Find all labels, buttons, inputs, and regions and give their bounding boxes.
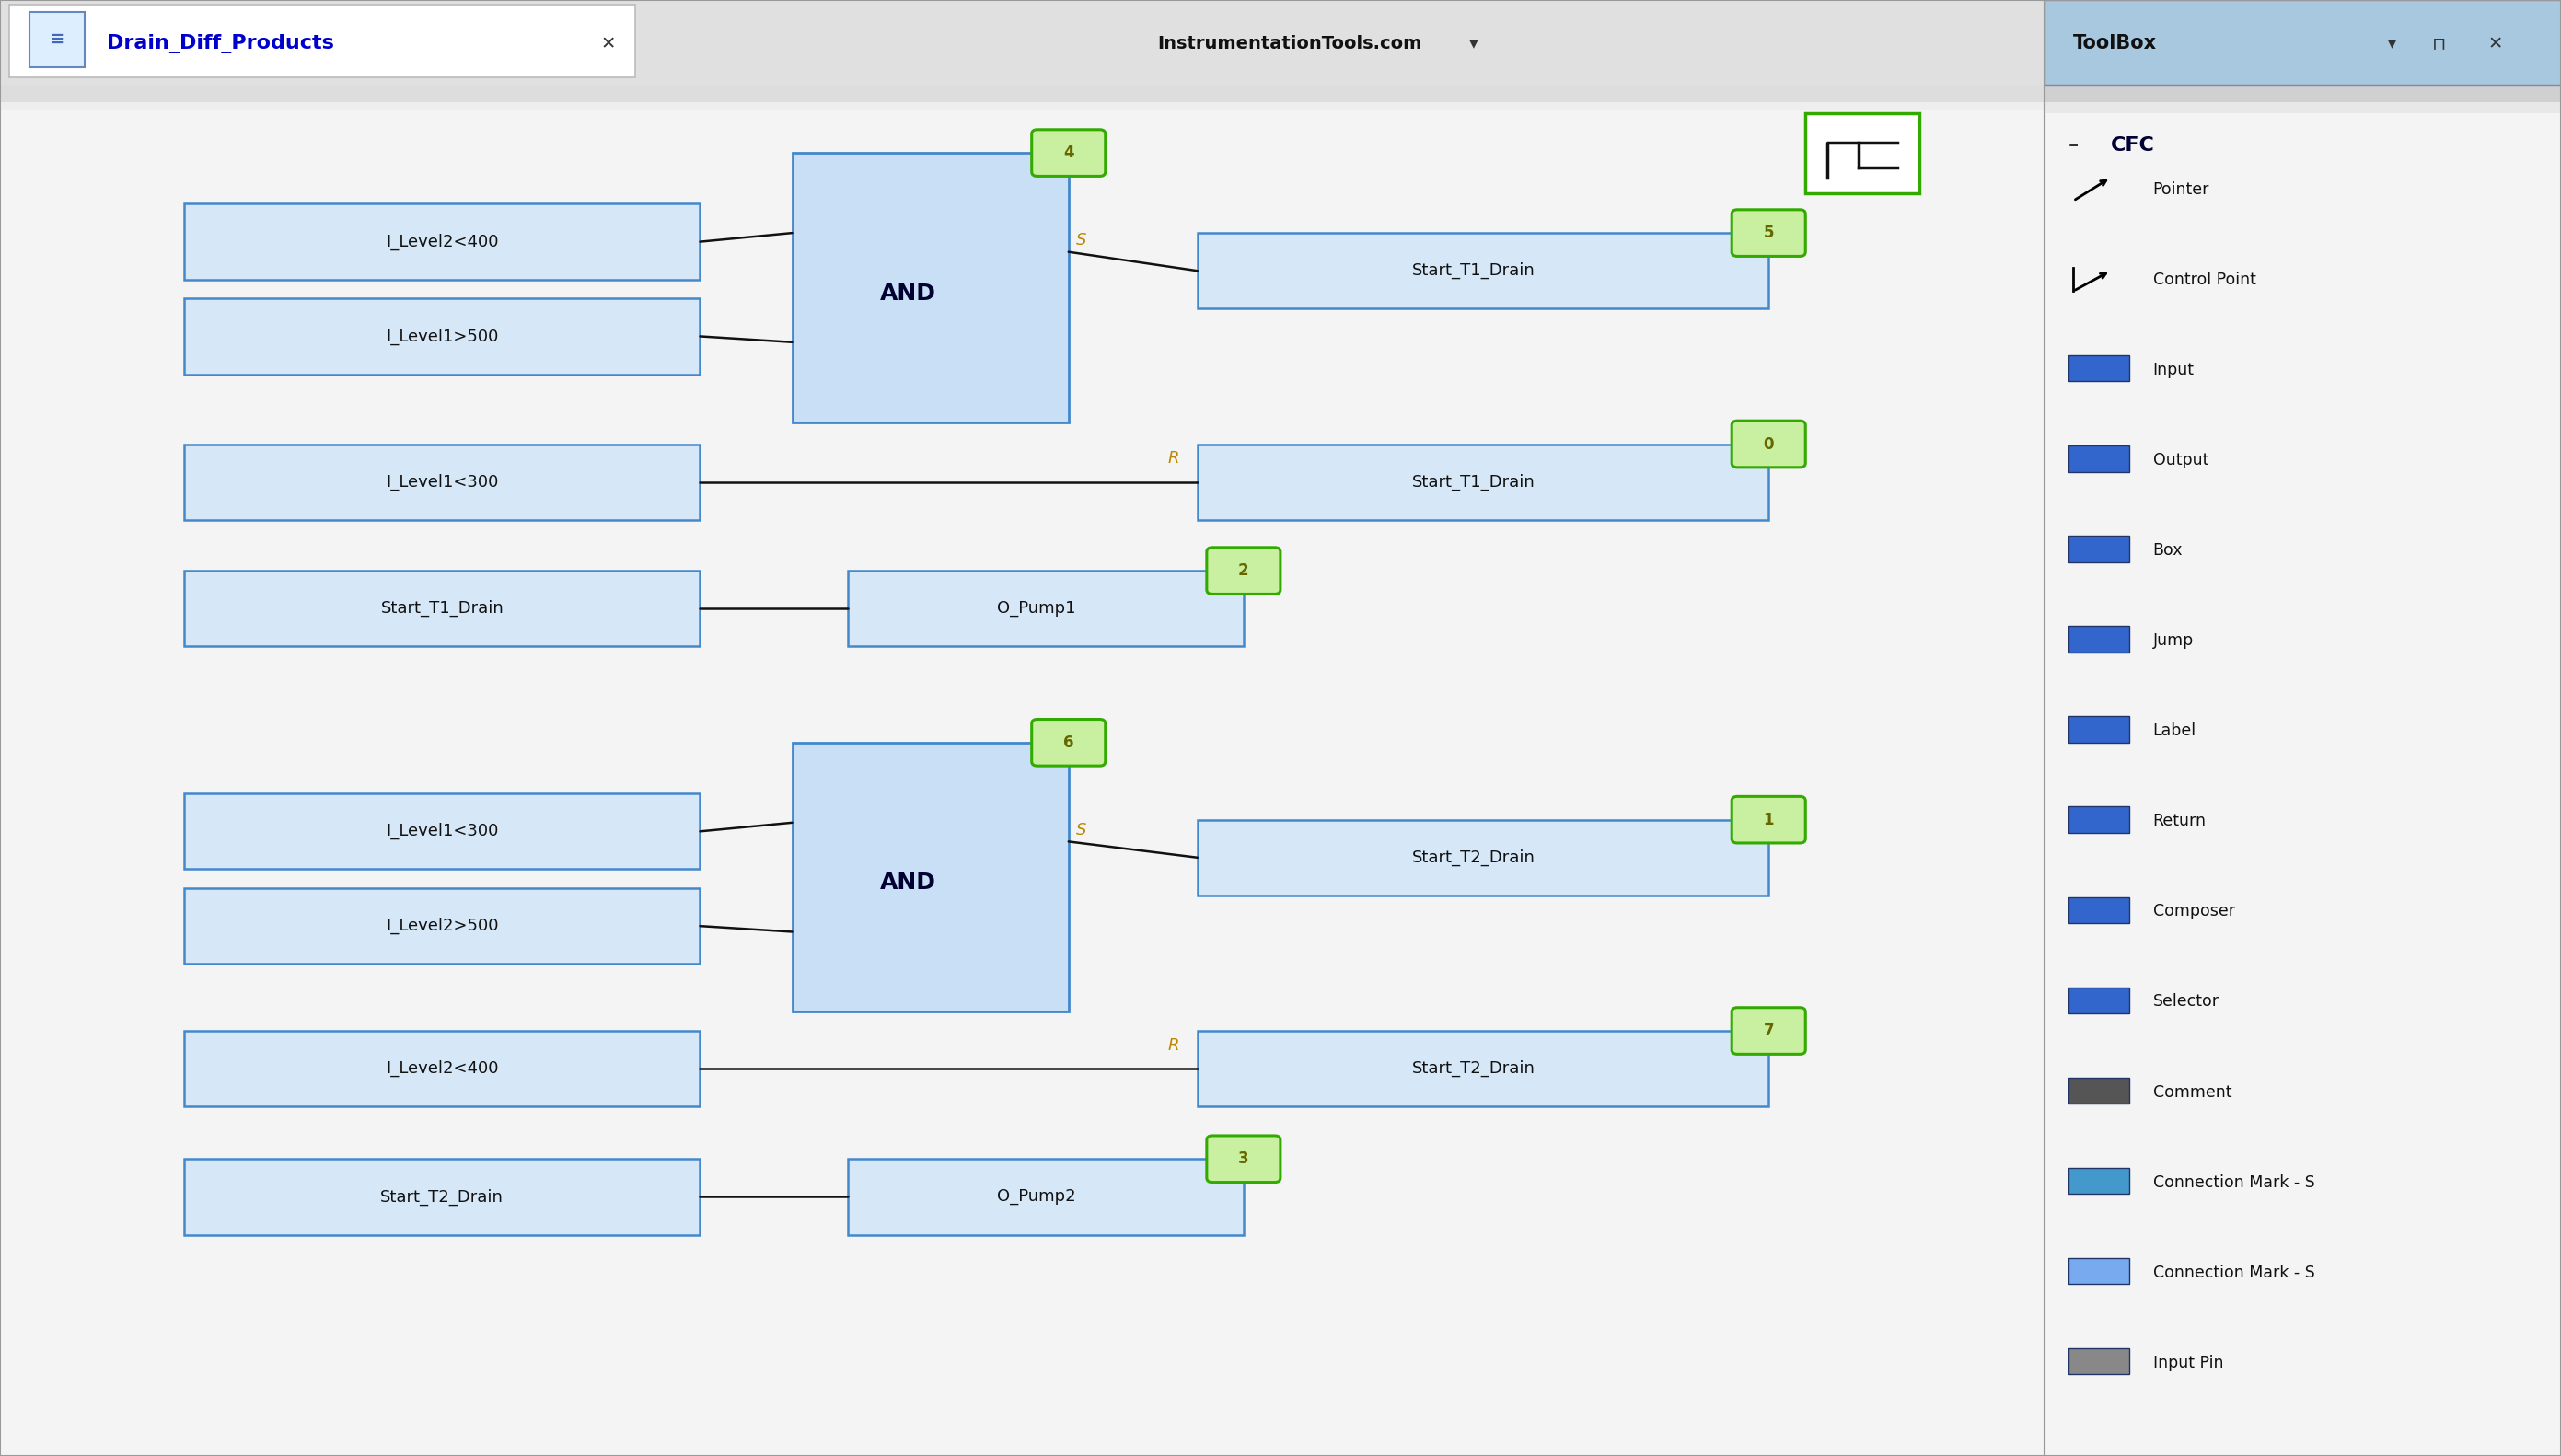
FancyBboxPatch shape xyxy=(1199,444,1770,520)
Text: Drain_Diff_Products: Drain_Diff_Products xyxy=(108,33,333,54)
FancyBboxPatch shape xyxy=(184,444,699,520)
FancyBboxPatch shape xyxy=(2069,626,2128,652)
Text: 4: 4 xyxy=(1063,144,1073,162)
FancyBboxPatch shape xyxy=(2069,355,2128,381)
Text: I_Level1<300: I_Level1<300 xyxy=(387,473,499,491)
FancyBboxPatch shape xyxy=(2046,84,2561,102)
Text: ▾: ▾ xyxy=(1470,35,1478,52)
Text: Jump: Jump xyxy=(2154,632,2195,649)
Text: ✕: ✕ xyxy=(599,35,615,52)
Text: Comment: Comment xyxy=(2154,1083,2231,1101)
Text: 0: 0 xyxy=(1765,435,1775,453)
FancyBboxPatch shape xyxy=(184,1031,699,1107)
FancyBboxPatch shape xyxy=(2069,987,2128,1013)
Text: Label: Label xyxy=(2154,722,2197,740)
Text: ⊓: ⊓ xyxy=(2433,35,2446,52)
FancyBboxPatch shape xyxy=(1032,719,1106,766)
Text: Start_T1_Drain: Start_T1_Drain xyxy=(1411,262,1537,280)
FancyBboxPatch shape xyxy=(184,298,699,374)
Text: AND: AND xyxy=(881,282,937,304)
Text: Output: Output xyxy=(2154,451,2208,469)
FancyBboxPatch shape xyxy=(1206,547,1280,594)
Text: ▾: ▾ xyxy=(2387,35,2397,52)
FancyBboxPatch shape xyxy=(1731,210,1806,256)
FancyBboxPatch shape xyxy=(1199,820,1770,895)
Text: I_Level2<400: I_Level2<400 xyxy=(387,233,499,250)
Text: I_Level2>500: I_Level2>500 xyxy=(387,917,499,935)
Text: O_Pump2: O_Pump2 xyxy=(996,1188,1076,1206)
Text: Start_T2_Drain: Start_T2_Drain xyxy=(1411,1060,1537,1077)
Text: Start_T1_Drain: Start_T1_Drain xyxy=(382,600,505,617)
Text: 6: 6 xyxy=(1063,734,1073,751)
Text: Start_T1_Drain: Start_T1_Drain xyxy=(1411,473,1537,491)
FancyBboxPatch shape xyxy=(2069,807,2128,833)
FancyBboxPatch shape xyxy=(1806,114,1921,194)
FancyBboxPatch shape xyxy=(2069,1168,2128,1194)
FancyBboxPatch shape xyxy=(10,4,635,77)
FancyBboxPatch shape xyxy=(184,571,699,646)
FancyBboxPatch shape xyxy=(1731,796,1806,843)
Text: Input: Input xyxy=(2154,361,2195,379)
Text: 2: 2 xyxy=(1237,562,1250,579)
Text: Start_T2_Drain: Start_T2_Drain xyxy=(382,1188,505,1206)
Text: I_Level1<300: I_Level1<300 xyxy=(387,823,499,840)
FancyBboxPatch shape xyxy=(2046,0,2561,84)
FancyBboxPatch shape xyxy=(2069,1258,2128,1284)
Text: R: R xyxy=(1168,450,1181,467)
FancyBboxPatch shape xyxy=(848,1159,1245,1235)
FancyBboxPatch shape xyxy=(184,204,699,280)
FancyBboxPatch shape xyxy=(0,84,2046,102)
Text: O_Pump1: O_Pump1 xyxy=(996,600,1076,617)
Text: Selector: Selector xyxy=(2154,993,2220,1010)
FancyBboxPatch shape xyxy=(1731,1008,1806,1054)
FancyBboxPatch shape xyxy=(1199,1031,1770,1107)
Text: Composer: Composer xyxy=(2154,903,2236,920)
Text: Connection Mark - S: Connection Mark - S xyxy=(2154,1174,2315,1191)
Text: ToolBox: ToolBox xyxy=(2072,35,2156,52)
Text: Return: Return xyxy=(2154,812,2205,830)
Text: AND: AND xyxy=(881,872,937,894)
FancyBboxPatch shape xyxy=(848,571,1245,646)
FancyBboxPatch shape xyxy=(1731,421,1806,467)
FancyBboxPatch shape xyxy=(31,12,85,67)
FancyBboxPatch shape xyxy=(0,0,2046,84)
FancyBboxPatch shape xyxy=(1032,130,1106,176)
Text: I_Level1>500: I_Level1>500 xyxy=(387,328,499,345)
Text: S: S xyxy=(1076,232,1086,249)
FancyBboxPatch shape xyxy=(2069,897,2128,923)
FancyBboxPatch shape xyxy=(2069,446,2128,472)
FancyBboxPatch shape xyxy=(2069,1077,2128,1104)
FancyBboxPatch shape xyxy=(791,153,1068,422)
Text: 1: 1 xyxy=(1765,811,1775,828)
FancyBboxPatch shape xyxy=(184,1159,699,1235)
Text: InstrumentationTools.com: InstrumentationTools.com xyxy=(1158,35,1421,52)
Text: S: S xyxy=(1076,821,1086,839)
Text: CFC: CFC xyxy=(2110,137,2154,154)
FancyBboxPatch shape xyxy=(184,888,699,964)
FancyBboxPatch shape xyxy=(184,794,699,869)
Text: ≡: ≡ xyxy=(49,31,64,48)
FancyBboxPatch shape xyxy=(1206,1136,1280,1182)
Text: ✕: ✕ xyxy=(2487,35,2502,52)
Text: I_Level2<400: I_Level2<400 xyxy=(387,1060,499,1077)
FancyBboxPatch shape xyxy=(1199,233,1770,309)
FancyBboxPatch shape xyxy=(2069,536,2128,562)
FancyBboxPatch shape xyxy=(2069,716,2128,743)
FancyBboxPatch shape xyxy=(2046,102,2561,114)
Text: Box: Box xyxy=(2154,542,2182,559)
Text: 5: 5 xyxy=(1765,224,1775,242)
FancyBboxPatch shape xyxy=(0,102,2046,111)
Text: Connection Mark - S: Connection Mark - S xyxy=(2154,1264,2315,1281)
Text: 7: 7 xyxy=(1765,1022,1775,1040)
Text: 3: 3 xyxy=(1237,1150,1250,1168)
FancyBboxPatch shape xyxy=(2069,1348,2128,1374)
Text: Control Point: Control Point xyxy=(2154,271,2256,288)
Text: Input Pin: Input Pin xyxy=(2154,1354,2223,1372)
Text: R: R xyxy=(1168,1037,1181,1054)
Text: –: – xyxy=(2069,137,2080,154)
FancyBboxPatch shape xyxy=(791,743,1068,1012)
Text: Start_T2_Drain: Start_T2_Drain xyxy=(1411,849,1537,866)
Text: Pointer: Pointer xyxy=(2154,181,2210,198)
